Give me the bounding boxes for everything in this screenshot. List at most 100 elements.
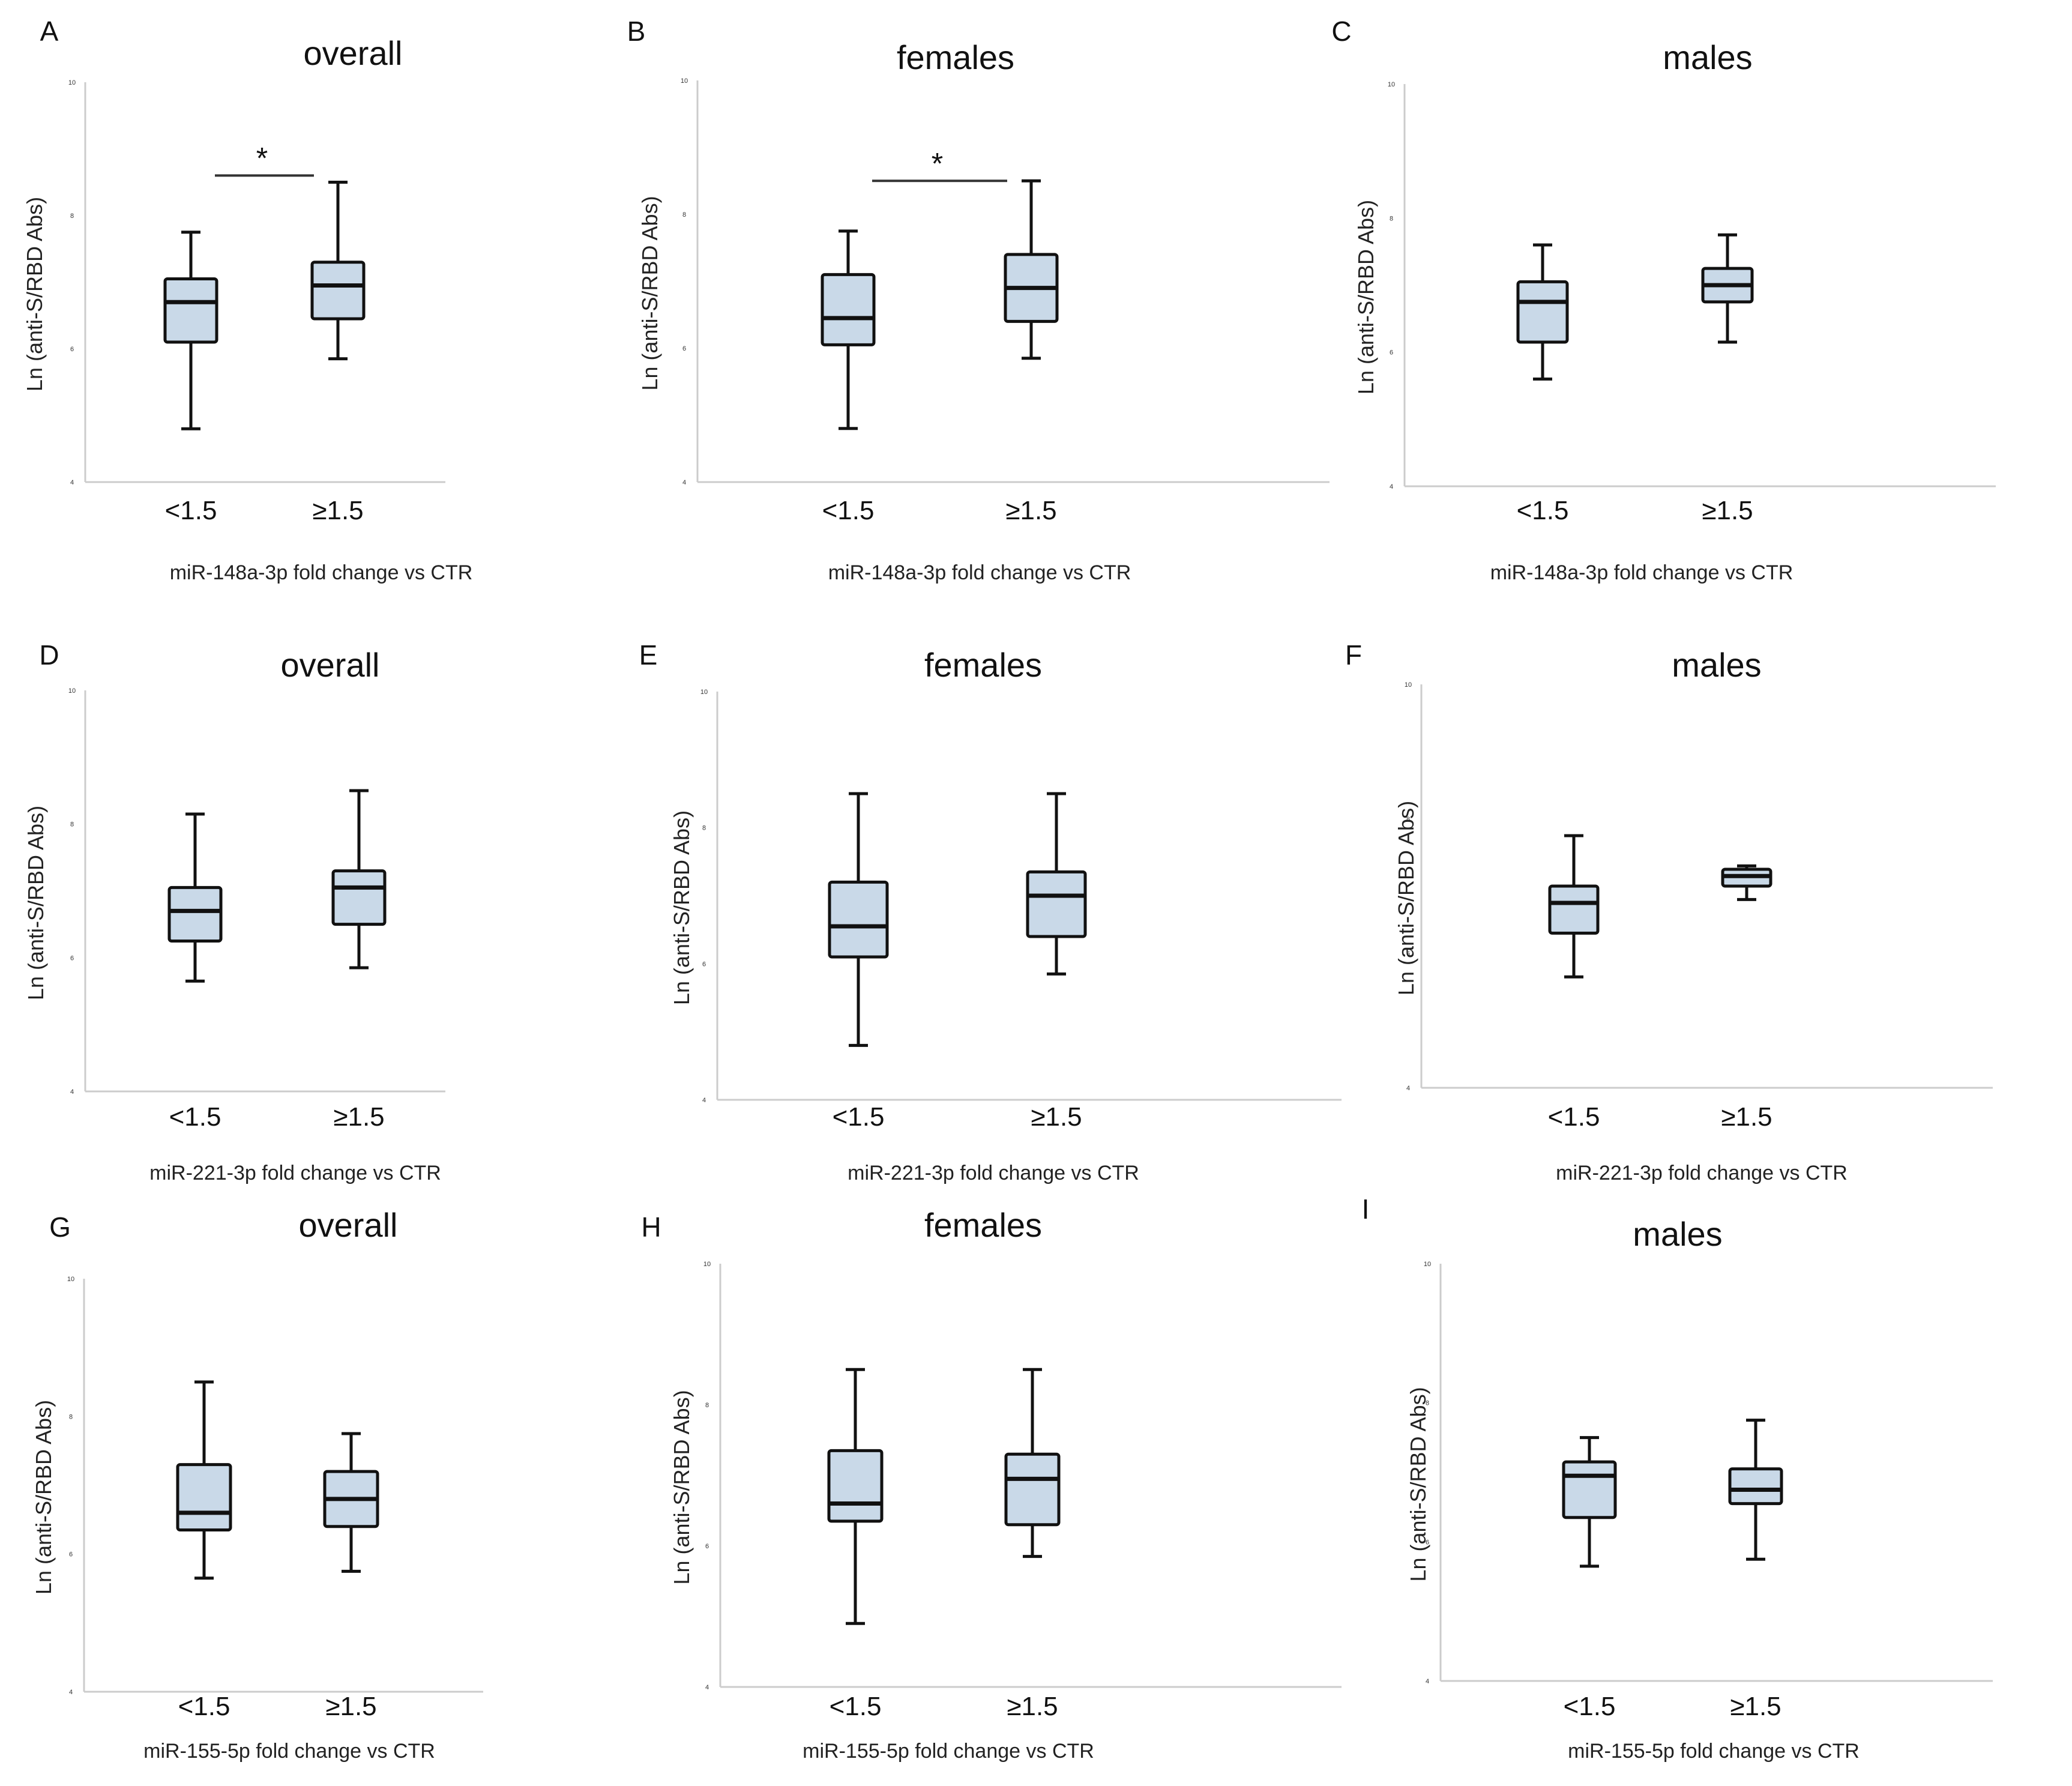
y-tick-label: 8 xyxy=(702,825,706,832)
panel-title: females xyxy=(924,1206,1042,1244)
y-axis-label: Ln (anti-S/RBD Abs) xyxy=(22,197,47,391)
y-tick-label: 6 xyxy=(1426,1539,1429,1546)
panel-letter: C xyxy=(1331,16,1351,47)
category-label: <1.5 xyxy=(1517,496,1569,525)
box-ge-1-5 xyxy=(310,181,366,361)
iqr-box xyxy=(176,1463,232,1532)
panel-title: overall xyxy=(299,1206,398,1244)
iqr-box xyxy=(1562,1460,1617,1519)
y-axis-label: Ln (anti-S/RBD Abs) xyxy=(669,1390,694,1584)
category-label: <1.5 xyxy=(169,1102,221,1132)
panel-title: males xyxy=(1663,38,1752,76)
box-lt-1-5 xyxy=(1548,834,1600,979)
y-tick-label: 8 xyxy=(70,821,74,828)
panel-letter: A xyxy=(40,16,59,47)
box-lt-1-5 xyxy=(176,1380,232,1580)
y-axis-label: Ln (anti-S/RBD Abs) xyxy=(31,1400,56,1594)
panel-letter: F xyxy=(1345,639,1362,671)
box-ge-1-5 xyxy=(1004,1368,1061,1558)
category-label: <1.5 xyxy=(1564,1692,1616,1721)
x-axis-label: miR-155-5p fold change vs CTR xyxy=(803,1740,1094,1763)
category-label: ≥1.5 xyxy=(312,496,363,525)
box-lt-1-5 xyxy=(1516,243,1569,381)
category-label: ≥1.5 xyxy=(1721,1102,1772,1132)
panel-title: overall xyxy=(304,34,403,72)
iqr-box xyxy=(1728,1467,1783,1506)
panel-title: males xyxy=(1672,646,1761,684)
y-tick-label: 4 xyxy=(70,479,74,486)
panel-letter: H xyxy=(641,1211,661,1243)
box-ge-1-5 xyxy=(1721,864,1772,901)
iqr-box xyxy=(331,869,387,926)
box-ge-1-5 xyxy=(323,1432,379,1573)
x-axis-label: miR-221-3p fold change vs CTR xyxy=(149,1162,441,1184)
box-ge-1-5 xyxy=(1701,233,1754,344)
panel-letter: E xyxy=(639,639,658,671)
y-tick-label: 8 xyxy=(682,211,686,219)
y-tick-label: 4 xyxy=(702,1097,706,1104)
x-axis-label: miR-148a-3p fold change vs CTR xyxy=(1490,561,1793,584)
panel-title: females xyxy=(897,38,1014,76)
y-tick-label: 4 xyxy=(1406,1085,1410,1092)
iqr-box xyxy=(828,880,889,959)
box-ge-1-5 xyxy=(1728,1419,1783,1561)
y-tick-label: 4 xyxy=(1390,483,1393,490)
panel-letter: I xyxy=(1362,1193,1370,1225)
x-axis-label: miR-155-5p fold change vs CTR xyxy=(143,1740,435,1763)
panel-letter: D xyxy=(39,639,59,671)
y-tick-label: 6 xyxy=(70,346,74,353)
category-label: <1.5 xyxy=(822,496,875,525)
y-tick-label: 6 xyxy=(69,1551,73,1558)
box-lt-1-5 xyxy=(1562,1436,1617,1568)
panel-letter: G xyxy=(49,1211,71,1243)
y-tick-label: 4 xyxy=(682,479,686,486)
y-tick-label: 10 xyxy=(1424,1261,1431,1268)
y-tick-label: 6 xyxy=(1390,349,1393,357)
category-label: ≥1.5 xyxy=(325,1692,376,1721)
y-axis-label: Ln (anti-S/RBD Abs) xyxy=(637,196,662,390)
y-axis-label: Ln (anti-S/RBD Abs) xyxy=(1394,801,1418,995)
panel-title: females xyxy=(924,646,1042,684)
panel-title: overall xyxy=(281,646,380,684)
y-tick-label: 8 xyxy=(70,213,74,220)
y-tick-label: 10 xyxy=(67,1276,74,1283)
x-axis-label: miR-148a-3p fold change vs CTR xyxy=(170,561,473,584)
y-axis-label: Ln (anti-S/RBD Abs) xyxy=(669,810,694,1005)
significance-star: * xyxy=(932,146,943,180)
box-lt-1-5 xyxy=(821,229,876,430)
y-tick-label: 4 xyxy=(69,1689,73,1696)
category-label: ≥1.5 xyxy=(1007,1692,1058,1721)
y-tick-label: 6 xyxy=(682,345,686,352)
panel-letter: B xyxy=(627,16,646,47)
panel-title: males xyxy=(1633,1215,1722,1253)
y-tick-label: 6 xyxy=(705,1543,709,1550)
y-tick-label: 8 xyxy=(1406,816,1410,823)
box-ge-1-5 xyxy=(331,789,387,970)
iqr-box xyxy=(827,1449,884,1523)
iqr-box xyxy=(1548,884,1600,935)
y-tick-label: 8 xyxy=(1390,215,1393,222)
y-tick-label: 8 xyxy=(69,1413,73,1420)
y-tick-label: 8 xyxy=(1426,1400,1429,1407)
y-tick-label: 6 xyxy=(70,955,74,962)
category-label: <1.5 xyxy=(830,1692,882,1721)
y-tick-label: 10 xyxy=(700,689,708,696)
x-axis-label: miR-221-3p fold change vs CTR xyxy=(848,1162,1139,1184)
y-tick-label: 6 xyxy=(702,961,706,968)
box-lt-1-5 xyxy=(167,812,223,983)
y-tick-label: 10 xyxy=(68,687,76,695)
iqr-box xyxy=(167,885,223,943)
y-tick-label: 10 xyxy=(68,79,76,86)
x-axis-label: miR-155-5p fold change vs CTR xyxy=(1568,1740,1860,1763)
category-label: ≥1.5 xyxy=(333,1102,384,1132)
y-tick-label: 10 xyxy=(1405,681,1412,689)
y-tick-label: 4 xyxy=(705,1684,709,1691)
x-axis-label: miR-221-3p fold change vs CTR xyxy=(1556,1162,1848,1184)
